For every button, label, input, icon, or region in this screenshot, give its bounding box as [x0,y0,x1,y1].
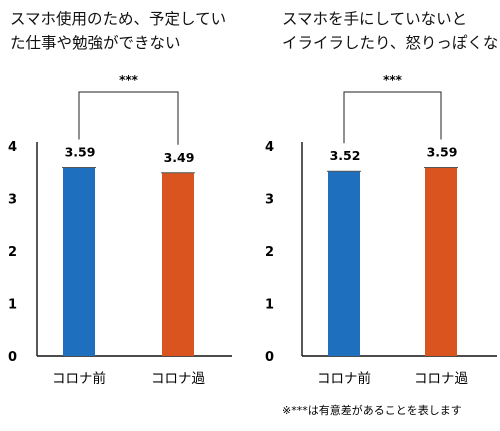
y-tick-label: 4 [265,140,274,155]
chart-title-line-1: スマホ使用のため、予定してい [10,10,226,28]
footnote: ※***は有意差があることを表します [282,403,462,417]
bar [328,171,360,356]
y-tick-label: 1 [8,298,17,313]
bar [425,167,457,356]
y-tick-label: 3 [8,193,17,208]
y-tick-label: 2 [8,245,17,260]
category-label: コロナ過 [151,371,205,387]
y-tick-label: 0 [8,350,17,365]
category-label: コロナ前 [52,370,106,387]
y-tick-label: 1 [265,298,274,313]
data-label: 3.49 [164,150,195,165]
chart-title-line-1: スマホを手にしていないと [282,10,467,28]
significance-marker: *** [383,73,403,87]
significance-bracket [343,91,442,144]
category-label: コロナ過 [414,371,468,387]
category-label: コロナ前 [317,370,371,387]
data-label: 3.59 [427,145,458,160]
data-label: 3.52 [330,148,361,163]
y-tick-label: 3 [265,193,274,208]
significance-marker: *** [119,73,139,87]
bar [63,167,95,356]
significance-bracket [78,91,179,145]
chart-title-line-2: た仕事や勉強ができない [10,34,181,52]
bar [162,172,194,356]
chart-title-line-2: イライラしたり、怒りっぽくなる [282,34,500,52]
data-label: 3.59 [65,145,96,160]
y-tick-label: 2 [265,245,274,260]
y-tick-label: 0 [265,350,274,365]
y-tick-label: 4 [8,140,17,155]
